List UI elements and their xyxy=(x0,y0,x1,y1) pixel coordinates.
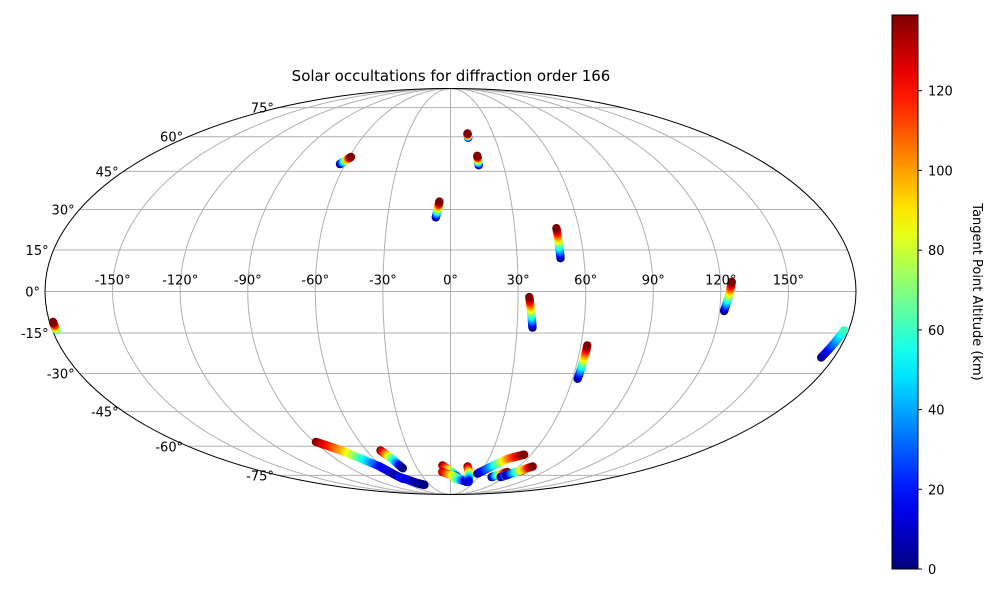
latitude-tick-label: -45° xyxy=(91,406,119,421)
latitude-tick-label: -75° xyxy=(246,469,274,484)
chart-title: Solar occultations for diffraction order… xyxy=(292,67,611,85)
latitude-tick-label: -30° xyxy=(47,368,75,383)
latitude-tick-label: 75° xyxy=(251,102,274,117)
longitude-tick-labels: -150° -120° -90° -60° -30° 0° 30° 60° 90° 120° 150… xyxy=(95,274,804,289)
occultation-point xyxy=(346,152,356,162)
colorbar-ticks: 0 20 40 60 80 100 120 xyxy=(918,85,953,578)
colorbar-tick-label: 0 xyxy=(928,563,936,578)
occultation-points xyxy=(48,129,849,490)
occultation-point xyxy=(48,317,58,327)
occultation-point xyxy=(464,477,473,487)
map-outline xyxy=(44,88,857,495)
longitude-tick-label: 150° xyxy=(773,274,804,289)
colorbar-gradient xyxy=(891,14,919,570)
occultation-point xyxy=(525,292,534,302)
longitude-tick-label: -90° xyxy=(234,274,262,289)
colorbar-tick-label: 100 xyxy=(928,164,953,179)
longitude-tick-label: -30° xyxy=(369,274,397,289)
latitude-tick-label: 30° xyxy=(52,204,75,219)
occultation-point xyxy=(520,450,529,459)
longitude-tick-label: -60° xyxy=(301,274,329,289)
longitude-tick-label: 120° xyxy=(705,274,736,289)
longitude-tick-label: 60° xyxy=(574,274,597,289)
colorbar-tick-label: 120 xyxy=(928,85,953,100)
colorbar-tick-label: 80 xyxy=(928,244,945,259)
latitude-tick-label: 45° xyxy=(96,165,119,180)
occultation-point xyxy=(552,224,561,233)
occultation-point xyxy=(727,277,736,286)
colorbar-label: Tangent Point Altitude (km) xyxy=(969,202,984,380)
latitude-tick-label: -60° xyxy=(155,440,183,455)
longitude-tick-label: -150° xyxy=(95,274,131,289)
longitude-tick-label: 0° xyxy=(443,274,458,289)
occultation-point xyxy=(839,326,849,335)
longitude-tick-label: 90° xyxy=(642,274,665,289)
colorbar-tick-label: 20 xyxy=(928,483,945,498)
graticule xyxy=(45,88,856,495)
colorbar: 0 20 40 60 80 100 120 Tangent Point Altitude (… xyxy=(891,14,984,578)
latitude-tick-label: -15° xyxy=(21,327,49,342)
colorbar-tick-label: 40 xyxy=(928,404,945,419)
occultation-point xyxy=(583,341,592,350)
occultation-point xyxy=(528,462,537,471)
latitude-tick-label: 60° xyxy=(160,131,183,146)
colorbar-tick-label: 60 xyxy=(928,324,945,339)
latitude-tick-label: 0° xyxy=(25,286,40,301)
occultation-point xyxy=(398,464,408,473)
latitude-tick-label: 15° xyxy=(26,244,49,259)
occultation-point xyxy=(463,129,472,138)
occultation-point xyxy=(435,197,444,206)
longitude-tick-label: 30° xyxy=(507,274,530,289)
longitude-tick-label: -120° xyxy=(162,274,198,289)
latitude-tick-labels: -75° -60° -45° -30° -15° 0° 15° 30° 45° 60° 75° xyxy=(21,102,274,485)
occultation-point xyxy=(473,151,482,160)
occultation-point xyxy=(420,480,429,490)
